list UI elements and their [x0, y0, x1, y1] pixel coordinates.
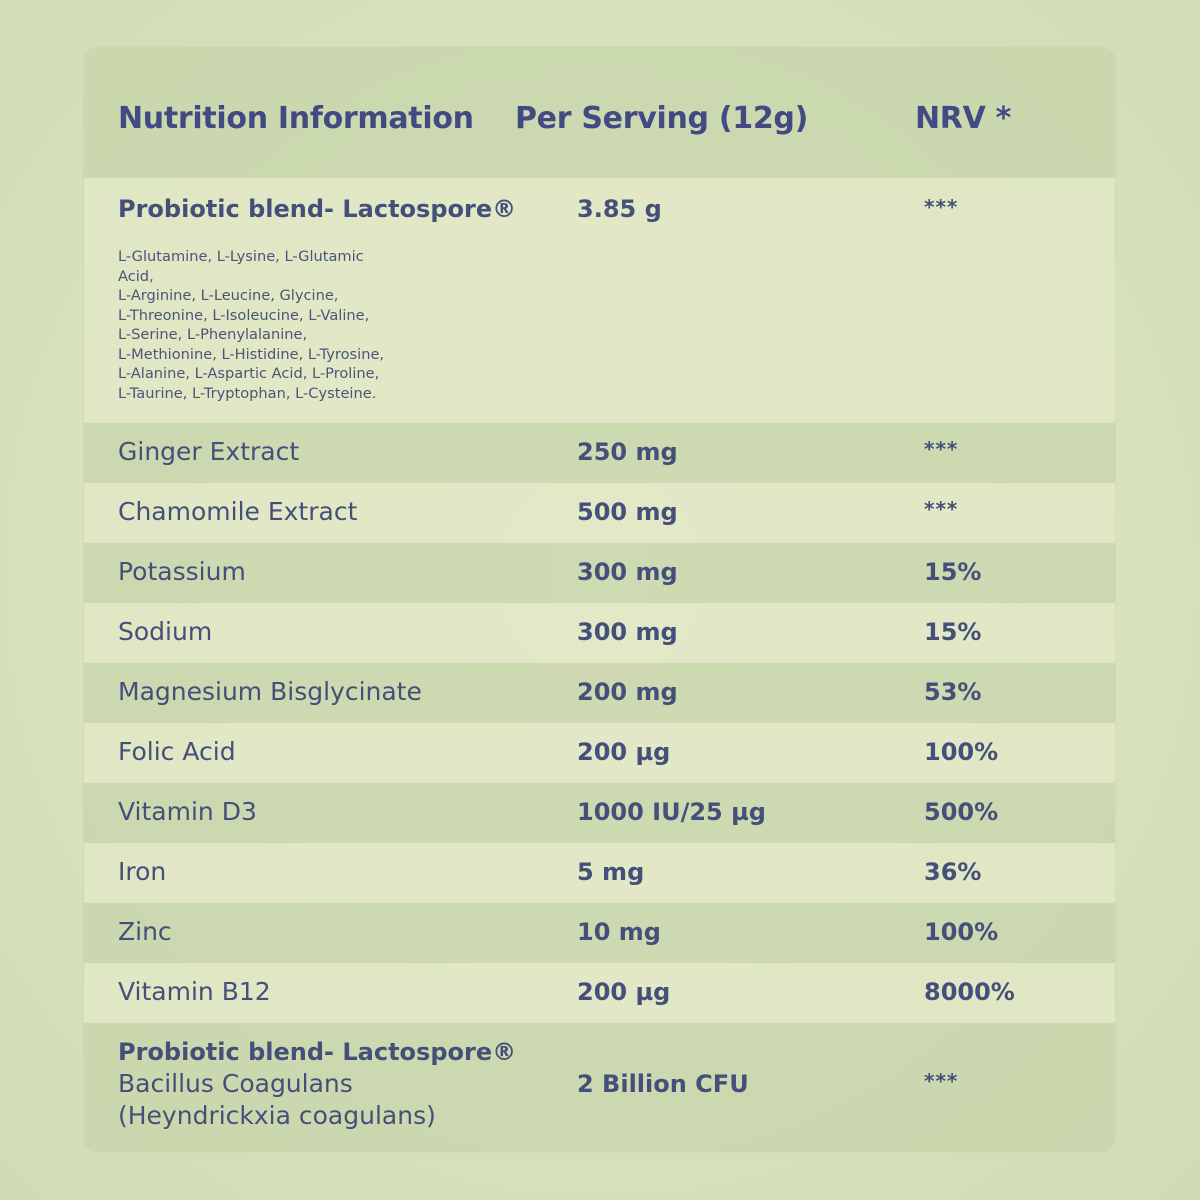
row-nrv: *** [924, 497, 959, 521]
row-amount: 500 mg [577, 498, 678, 526]
row-name: Iron [118, 857, 167, 886]
row-nrv: 100% [924, 918, 999, 946]
table-row-vitamin-b12: Vitamin B12 200 µg 8000% [84, 963, 1115, 1023]
row-name: Ginger Extract [118, 437, 300, 466]
row-name: Zinc [118, 917, 172, 946]
row-name: Magnesium Bisglycinate [118, 677, 422, 706]
table-row-potassium: Potassium 300 mg 15% [84, 543, 1115, 603]
row-amount: 5 mg [577, 858, 645, 886]
probiotic-blend-title: Probiotic blend- Lactospore® [118, 1038, 517, 1066]
row-name: Vitamin D3 [118, 797, 257, 826]
row-nrv: *** [924, 195, 959, 219]
row-nrv: 36% [924, 858, 982, 886]
row-amount: 200 µg [577, 738, 671, 766]
row-nrv: 500% [924, 798, 999, 826]
row-name: Sodium [118, 617, 213, 646]
row-amount: 2 Billion CFU [577, 1070, 749, 1098]
row-nrv: 53% [924, 678, 982, 706]
row-amount: 10 mg [577, 918, 661, 946]
probiotic-strain-name: Bacillus Coagulans [118, 1069, 353, 1098]
table-row-probiotic-blend: Probiotic blend- Lactospore® 3.85 g *** … [84, 178, 1115, 423]
row-amount: 300 mg [577, 618, 678, 646]
table-row-folic-acid: Folic Acid 200 µg 100% [84, 723, 1115, 783]
amino-acid-line: Acid, [118, 267, 154, 285]
amino-acid-line: L-Methionine, L-Histidine, L-Tyrosine, [118, 345, 385, 363]
row-amount: 200 µg [577, 978, 671, 1006]
row-name: Chamomile Extract [118, 497, 358, 526]
table-row-ginger-extract: Ginger Extract 250 mg *** [84, 423, 1115, 483]
row-name: Probiotic blend- Lactospore® [118, 195, 517, 223]
row-amount: 250 mg [577, 438, 678, 466]
row-name: Folic Acid [118, 737, 236, 766]
table-row-magnesium-bisglycinate: Magnesium Bisglycinate 200 mg 53% [84, 663, 1115, 723]
amino-acid-line: L-Threonine, L-Isoleucine, L-Valine, [118, 306, 370, 324]
row-nrv: 15% [924, 558, 982, 586]
amino-acid-list: L-Glutamine, L-Lysine, L-Glutamic Acid, … [118, 247, 418, 403]
header-nutrition-information: Nutrition Information [118, 101, 474, 136]
probiotic-strain-synonym: (Heyndrickxia coagulans) [118, 1101, 436, 1130]
row-amount: 3.85 g [577, 195, 662, 223]
amino-acid-line: L-Taurine, L-Tryptophan, L-Cysteine. [118, 384, 377, 402]
row-amount: 300 mg [577, 558, 678, 586]
header-per-serving: Per Serving (12g) [515, 101, 808, 136]
probiotic-strain-text: Probiotic blend- Lactospore® Bacillus Co… [118, 1036, 516, 1132]
row-nrv: *** [924, 1069, 959, 1093]
table-row-sodium: Sodium 300 mg 15% [84, 603, 1115, 663]
table-row-zinc: Zinc 10 mg 100% [84, 903, 1115, 963]
row-name: Vitamin B12 [118, 977, 271, 1006]
amino-acid-line: L-Arginine, L-Leucine, Glycine, [118, 287, 339, 304]
row-nrv: *** [924, 437, 959, 461]
row-nrv: 100% [924, 738, 999, 766]
table-row-probiotic-cfu: Probiotic blend- Lactospore® Bacillus Co… [84, 1023, 1115, 1152]
row-nrv: 8000% [924, 978, 1015, 1006]
table-row-iron: Iron 5 mg 36% [84, 843, 1115, 903]
table-header: Nutrition Information Per Serving (12g) … [84, 47, 1115, 178]
row-amount: 1000 IU/25 µg [577, 798, 766, 826]
row-nrv: 15% [924, 618, 982, 646]
row-amount: 200 mg [577, 678, 678, 706]
table-row-chamomile-extract: Chamomile Extract 500 mg *** [84, 483, 1115, 543]
row-name: Potassium [118, 557, 246, 586]
amino-acid-line: L-Alanine, L-Aspartic Acid, L-Proline, [118, 365, 380, 382]
header-nrv: NRV * [915, 101, 1012, 136]
amino-acid-line: L-Serine, L-Phenylalanine, [118, 326, 308, 343]
nutrition-table: Nutrition Information Per Serving (12g) … [84, 47, 1115, 1152]
amino-acid-line: L-Glutamine, L-Lysine, L-Glutamic [118, 248, 364, 265]
table-row-vitamin-d3: Vitamin D3 1000 IU/25 µg 500% [84, 783, 1115, 843]
